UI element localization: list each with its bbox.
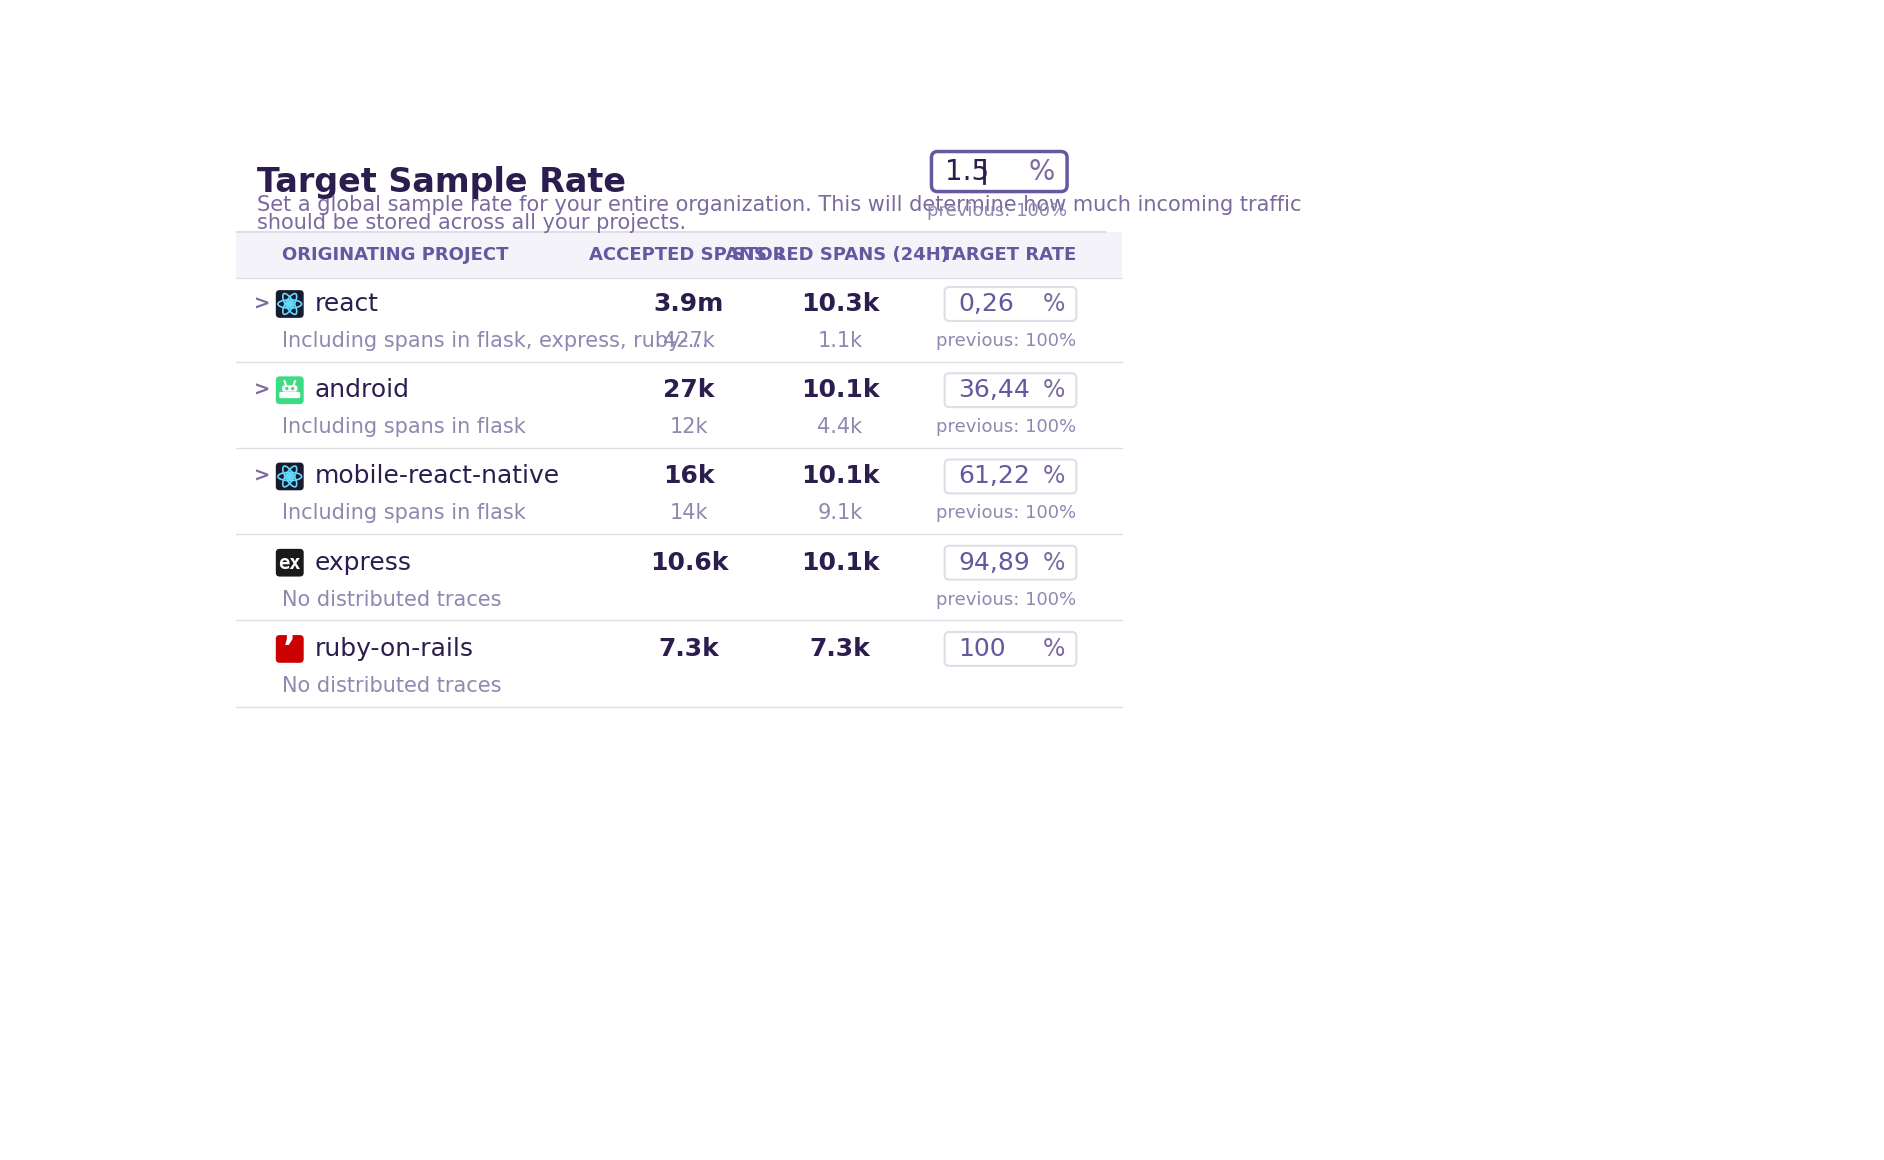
Text: 10.3k: 10.3k bbox=[801, 292, 880, 316]
Text: android: android bbox=[315, 378, 409, 403]
Text: No distributed traces: No distributed traces bbox=[283, 676, 501, 696]
Text: 14k: 14k bbox=[669, 503, 708, 523]
Text: >: > bbox=[254, 380, 271, 400]
Text: No distributed traces: No distributed traces bbox=[283, 589, 501, 610]
Text: ACCEPTED SPANS ↓: ACCEPTED SPANS ↓ bbox=[590, 246, 789, 263]
Text: 4.4k: 4.4k bbox=[818, 418, 863, 437]
FancyBboxPatch shape bbox=[275, 549, 303, 577]
Circle shape bbox=[286, 300, 292, 307]
Text: 0,26: 0,26 bbox=[959, 292, 1014, 316]
Circle shape bbox=[286, 387, 288, 390]
Text: 16k: 16k bbox=[663, 464, 714, 488]
Circle shape bbox=[292, 387, 294, 390]
Text: previous: 100%: previous: 100% bbox=[936, 332, 1076, 350]
Text: 3.9m: 3.9m bbox=[654, 292, 723, 316]
Text: 94,89: 94,89 bbox=[959, 551, 1031, 574]
Text: Set a global sample rate for your entire organization. This will determine how m: Set a global sample rate for your entire… bbox=[258, 195, 1302, 215]
Text: react: react bbox=[315, 292, 379, 316]
Text: 10.1k: 10.1k bbox=[801, 551, 880, 574]
Text: Target Sample Rate: Target Sample Rate bbox=[258, 166, 625, 200]
Text: 427k: 427k bbox=[663, 331, 714, 351]
FancyBboxPatch shape bbox=[279, 392, 300, 398]
Text: Including spans in flask, express, ruby-…: Including spans in flask, express, ruby-… bbox=[283, 331, 708, 351]
Text: previous: 100%: previous: 100% bbox=[927, 202, 1066, 220]
FancyBboxPatch shape bbox=[275, 635, 303, 662]
Text: 12k: 12k bbox=[669, 418, 708, 437]
Text: 9.1k: 9.1k bbox=[818, 503, 863, 523]
FancyBboxPatch shape bbox=[275, 290, 303, 318]
Text: ORIGINATING PROJECT: ORIGINATING PROJECT bbox=[283, 246, 509, 263]
Text: Including spans in flask: Including spans in flask bbox=[283, 503, 526, 523]
FancyBboxPatch shape bbox=[275, 463, 303, 491]
Text: 1.1k: 1.1k bbox=[818, 331, 863, 351]
Text: 10.6k: 10.6k bbox=[650, 551, 727, 574]
FancyBboxPatch shape bbox=[283, 385, 298, 392]
Text: 7.3k: 7.3k bbox=[810, 637, 870, 661]
Text: previous: 100%: previous: 100% bbox=[936, 590, 1076, 609]
Text: express: express bbox=[315, 551, 411, 574]
Text: %: % bbox=[1044, 292, 1066, 316]
Text: ’: ’ bbox=[283, 632, 296, 667]
Text: 61,22: 61,22 bbox=[959, 464, 1031, 488]
Text: previous: 100%: previous: 100% bbox=[936, 419, 1076, 436]
Text: 7.3k: 7.3k bbox=[659, 637, 720, 661]
Text: %: % bbox=[1044, 637, 1066, 661]
Text: %: % bbox=[1044, 551, 1066, 574]
Text: >: > bbox=[254, 467, 271, 486]
FancyBboxPatch shape bbox=[236, 232, 1123, 277]
Text: 100: 100 bbox=[959, 637, 1006, 661]
Text: 27k: 27k bbox=[663, 378, 714, 403]
Text: TARGET RATE: TARGET RATE bbox=[942, 246, 1076, 263]
Text: ruby-on-rails: ruby-on-rails bbox=[315, 637, 473, 661]
Text: STORED SPANS (24H): STORED SPANS (24H) bbox=[731, 246, 948, 263]
FancyBboxPatch shape bbox=[275, 376, 303, 404]
Text: 10.1k: 10.1k bbox=[801, 378, 880, 403]
Text: %: % bbox=[1029, 158, 1055, 186]
Circle shape bbox=[286, 473, 292, 479]
Text: %: % bbox=[1044, 378, 1066, 403]
Text: 1.5: 1.5 bbox=[946, 158, 989, 186]
Text: mobile-react-native: mobile-react-native bbox=[315, 464, 560, 488]
Text: 10.1k: 10.1k bbox=[801, 464, 880, 488]
Text: previous: 100%: previous: 100% bbox=[936, 505, 1076, 522]
Text: 36,44: 36,44 bbox=[959, 378, 1031, 403]
Text: Including spans in flask: Including spans in flask bbox=[283, 418, 526, 437]
Text: ex: ex bbox=[279, 554, 301, 573]
Text: >: > bbox=[254, 295, 271, 313]
Text: should be stored across all your projects.: should be stored across all your project… bbox=[258, 213, 686, 233]
Text: %: % bbox=[1044, 464, 1066, 488]
